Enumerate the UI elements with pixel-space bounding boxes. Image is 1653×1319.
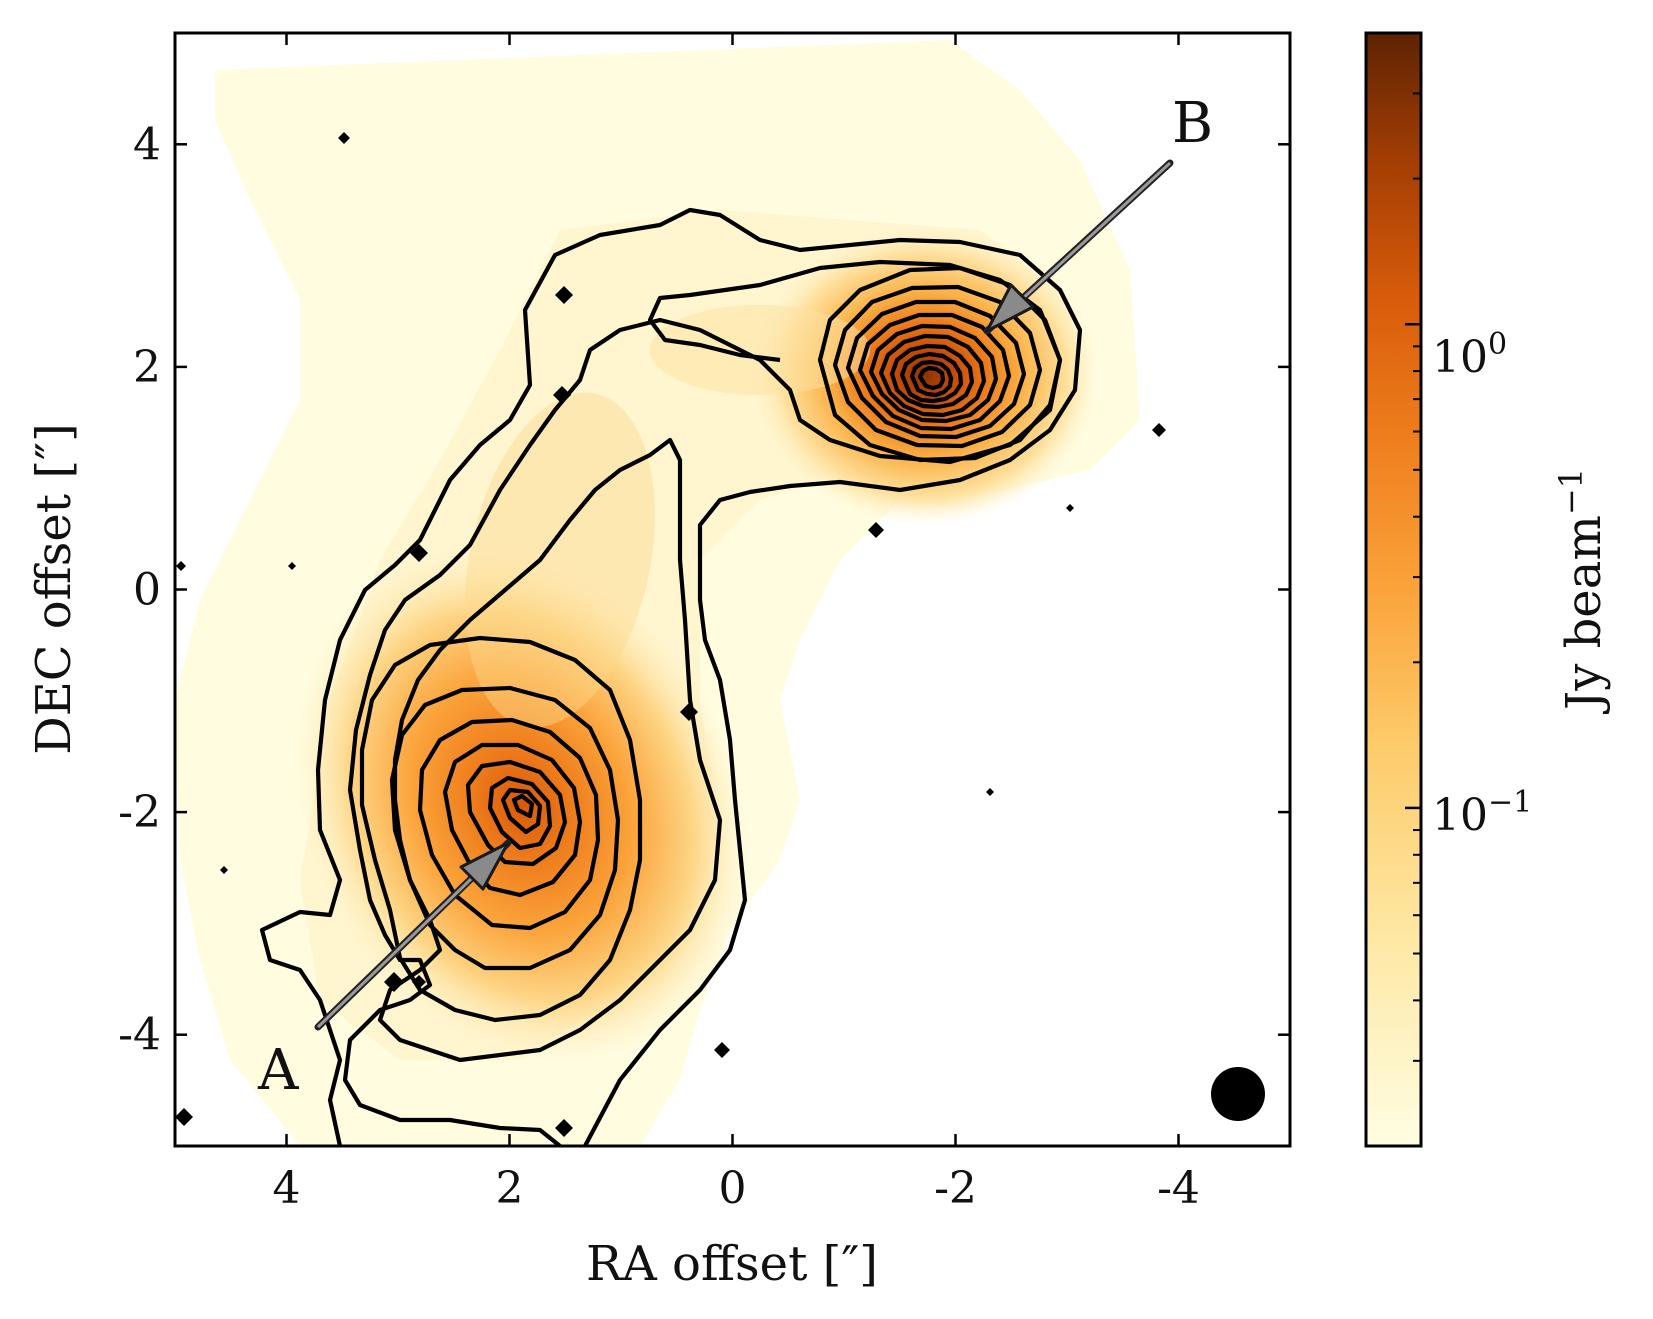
colorbar-tick-label-1e0: 100 — [1432, 327, 1507, 383]
annotation-b-label: B — [1172, 91, 1213, 156]
source-a-contours — [359, 635, 643, 1023]
arrowhead-b — [985, 283, 1035, 333]
source-a-tail — [465, 392, 655, 728]
colorbar: 10−1 100 Jy beam−1 — [1364, 31, 1612, 1148]
y-axis: 4 2 0 -2 -4 — [118, 119, 1290, 1061]
arrowhead-a — [459, 841, 510, 891]
colorbar-gradient — [1364, 31, 1423, 1148]
annotation-arrows — [314, 159, 1174, 1031]
beam-ellipse — [1211, 1067, 1265, 1121]
x-axis-label: RA offset [″] — [586, 1236, 878, 1292]
source-b-contours — [817, 265, 1063, 463]
x-axis: 4 2 0 -2 -4 — [273, 33, 1200, 1214]
image-panel — [175, 33, 1290, 1146]
y-tick-label-0: 4 — [133, 119, 161, 170]
bridge-emission — [650, 305, 870, 395]
y-tick-label-2: 0 — [133, 565, 161, 616]
y-tick-label-4: -4 — [118, 1010, 161, 1061]
colorbar-tick-label-1e-1: 10−1 — [1432, 785, 1532, 841]
y-axis-label: DEC offset [″] — [26, 423, 82, 754]
source-a-emission — [293, 546, 751, 1064]
x-tick-label-2: 0 — [719, 1163, 747, 1214]
x-tick-label-4: -4 — [1157, 1163, 1200, 1214]
annotation-a-label: A — [257, 1038, 299, 1103]
contour-outer-1 — [259, 207, 1083, 1146]
x-tick-label-1: 2 — [496, 1163, 524, 1214]
colorbar-label: Jy beam−1 — [1552, 468, 1612, 715]
x-tick-label-0: 4 — [273, 1163, 301, 1214]
y-tick-label-1: 2 — [133, 342, 161, 393]
contour-outer-2 — [342, 259, 1063, 1146]
x-tick-label-3: -2 — [934, 1163, 977, 1214]
y-tick-label-3: -2 — [118, 787, 161, 838]
colorbar-ticks — [1405, 92, 1421, 1062]
noise-blobs — [175, 132, 1166, 1137]
